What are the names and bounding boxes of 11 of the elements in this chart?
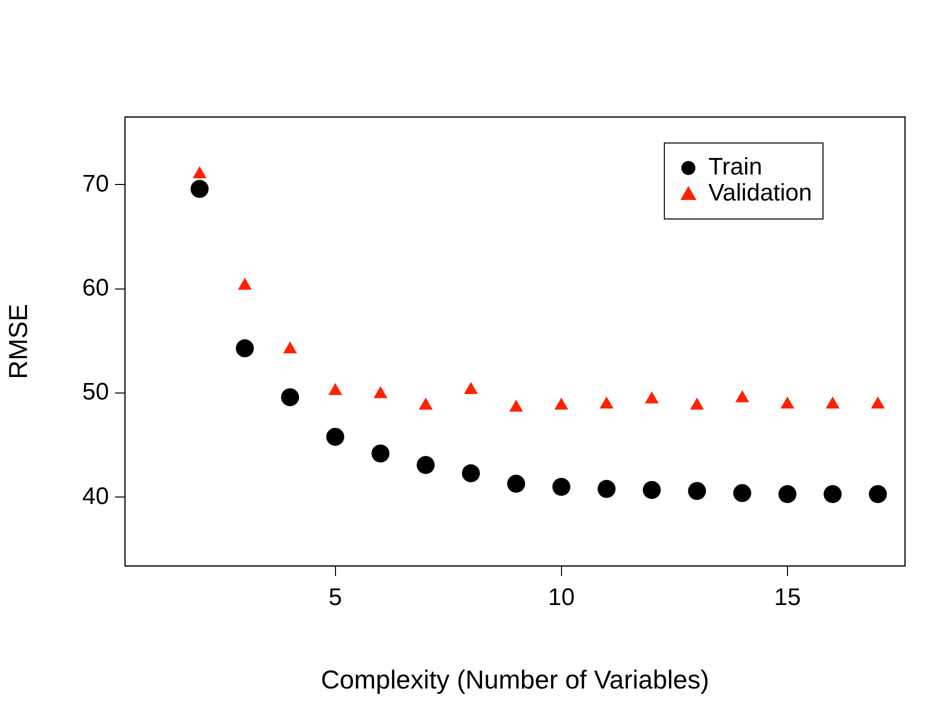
x-tick-label: 10: [548, 584, 575, 612]
y-tick-label: 70: [82, 170, 109, 198]
x-axis-title: Complexity (Number of Variables): [320, 664, 710, 695]
y-tick-label: 50: [82, 378, 109, 406]
legend-label: Validation: [708, 180, 812, 207]
x-tick-label: 15: [774, 584, 801, 612]
x-tick-label: 5: [328, 584, 342, 612]
y-tick-label: 60: [82, 274, 109, 302]
y-tick-label: 40: [82, 482, 109, 510]
y-axis-title: RMSE: [2, 304, 33, 380]
legend-label: Train: [708, 154, 762, 181]
